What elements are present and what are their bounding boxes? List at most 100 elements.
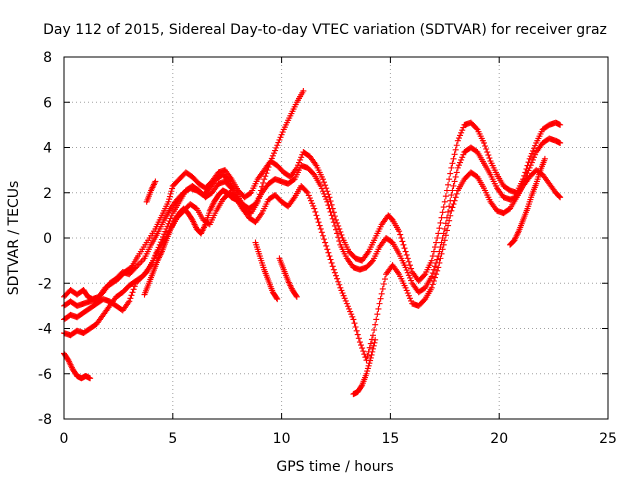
data-point (448, 192, 455, 199)
data-point (324, 198, 331, 205)
data-point (278, 131, 285, 138)
data-point (428, 257, 435, 264)
data-point (436, 259, 443, 266)
data-point (359, 345, 366, 352)
x-tick-labels: 0 5 10 15 20 25 (60, 431, 617, 447)
data-point (408, 265, 415, 272)
data-point (373, 316, 380, 323)
data-point (437, 219, 444, 226)
data-point (355, 335, 362, 342)
data-point (397, 231, 404, 238)
data-point (260, 179, 267, 186)
data-point (267, 158, 274, 165)
data-point (317, 182, 324, 189)
data-point (307, 197, 314, 204)
data-point (405, 258, 412, 265)
data-point (371, 327, 378, 334)
data-point (401, 245, 408, 252)
data-point (443, 214, 450, 221)
data-point (366, 344, 373, 351)
data-point (541, 155, 548, 162)
data-point (440, 241, 447, 248)
data-point (451, 178, 458, 185)
data-series (252, 239, 281, 303)
data-point (334, 275, 341, 282)
data-point (396, 228, 403, 235)
data-point (375, 305, 382, 312)
data-point (325, 202, 332, 209)
data-point (275, 139, 282, 146)
data-point (460, 124, 467, 131)
data-point (322, 239, 329, 246)
data-point (452, 146, 459, 153)
data-point (458, 129, 465, 136)
data-point (402, 284, 409, 291)
data-point (152, 178, 159, 185)
data-point (334, 219, 341, 226)
x-tick-label: 15 (381, 431, 399, 447)
data-point (319, 176, 326, 183)
data-point (455, 162, 462, 169)
data-point (404, 290, 411, 297)
data-point (372, 321, 379, 328)
data-point (361, 351, 368, 358)
data-point (439, 209, 446, 216)
data-point (266, 161, 273, 168)
y-tick-labels: -8 -6 -4 -2 0 2 4 6 8 (38, 50, 52, 428)
data-point (524, 170, 531, 177)
data-point (358, 342, 365, 349)
data-point (352, 323, 359, 330)
data-point (379, 285, 386, 292)
data-point (473, 125, 480, 132)
data-point (441, 198, 448, 205)
data-point (137, 259, 144, 266)
x-tick-label: 10 (273, 431, 291, 447)
data-point (428, 273, 435, 280)
data-point (449, 187, 456, 194)
data-point (259, 183, 266, 190)
data-point (273, 294, 280, 301)
data-point (365, 362, 372, 369)
y-tick-label: -4 (38, 322, 52, 338)
data-point (557, 139, 564, 146)
data-point (333, 226, 339, 233)
data-point (321, 179, 328, 186)
data-point (432, 263, 439, 270)
data-point (312, 208, 319, 215)
data-point (327, 198, 334, 205)
data-point (313, 212, 320, 219)
data-point (327, 256, 334, 263)
data-point (337, 284, 344, 291)
data-point (326, 205, 333, 212)
data-point (336, 225, 343, 232)
data-point (442, 193, 449, 200)
data-point (368, 258, 375, 265)
data-point (165, 220, 172, 227)
data-series (61, 350, 94, 382)
data-point (376, 300, 383, 307)
data-point (483, 146, 490, 153)
data-point (323, 242, 330, 249)
data-series (61, 87, 307, 339)
data-point (433, 239, 440, 246)
data-point (353, 327, 360, 334)
data-point (434, 256, 441, 263)
data-point (227, 184, 234, 191)
data-point (457, 159, 464, 166)
data-point (557, 121, 564, 128)
data-point (445, 222, 452, 229)
data-point (363, 370, 370, 377)
data-point (303, 188, 310, 195)
data-point (460, 151, 467, 158)
data-point (166, 196, 173, 203)
data-point (129, 289, 136, 296)
data-point (368, 351, 375, 358)
data-point (130, 286, 137, 293)
data-point (447, 170, 454, 177)
data-point (322, 193, 329, 200)
data-point (367, 354, 374, 361)
data-point (326, 253, 333, 260)
data-point (158, 236, 165, 243)
data-point (437, 255, 444, 262)
